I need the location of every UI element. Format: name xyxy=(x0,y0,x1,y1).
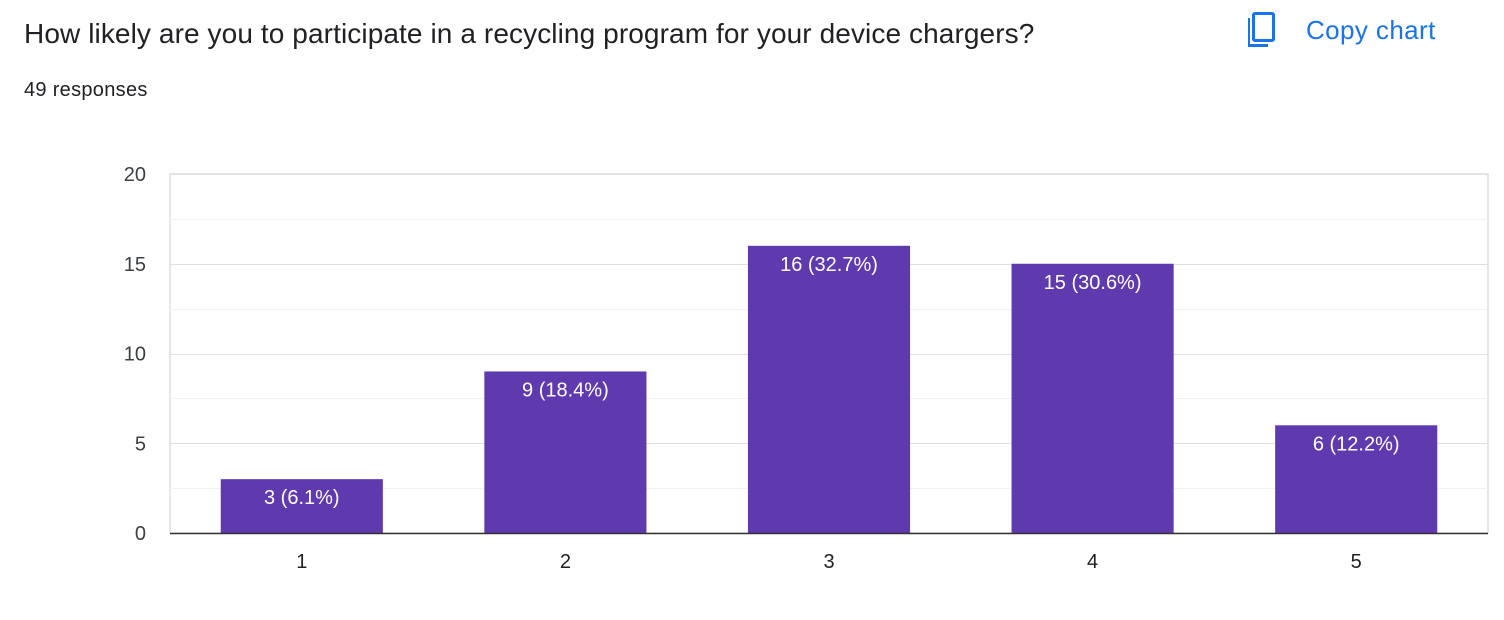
bar-value-label: 16 (32.7%) xyxy=(780,254,878,276)
bar xyxy=(1011,263,1174,533)
bar-value-label: 6 (12.2%) xyxy=(1313,433,1400,455)
bar xyxy=(1275,425,1438,533)
x-tick-label: 3 xyxy=(823,551,834,573)
y-tick-label: 20 xyxy=(124,164,146,186)
bar-value-label: 3 (6.1%) xyxy=(264,487,340,509)
x-tick-label: 5 xyxy=(1351,551,1362,573)
x-tick-label: 4 xyxy=(1087,551,1098,573)
y-tick-label: 15 xyxy=(124,254,146,276)
bar xyxy=(747,245,911,534)
x-tick-label: 1 xyxy=(296,551,307,573)
copy-chart-button[interactable]: Copy chart xyxy=(1242,8,1436,52)
y-tick-label: 5 xyxy=(135,433,146,455)
bar xyxy=(484,371,647,533)
bar-value-label: 9 (18.4%) xyxy=(522,379,609,401)
y-tick-label: 10 xyxy=(124,344,146,366)
response-count: 49 responses xyxy=(24,79,148,101)
copy-chart-label: Copy chart xyxy=(1306,14,1436,45)
copy-icon xyxy=(1242,8,1282,52)
chart-title: How likely are you to participate in a r… xyxy=(24,18,1035,49)
bar xyxy=(220,479,383,533)
bar-value-label: 15 (30.6%) xyxy=(1044,272,1142,294)
y-tick-label: 0 xyxy=(135,523,146,545)
x-tick-label: 2 xyxy=(560,551,571,573)
